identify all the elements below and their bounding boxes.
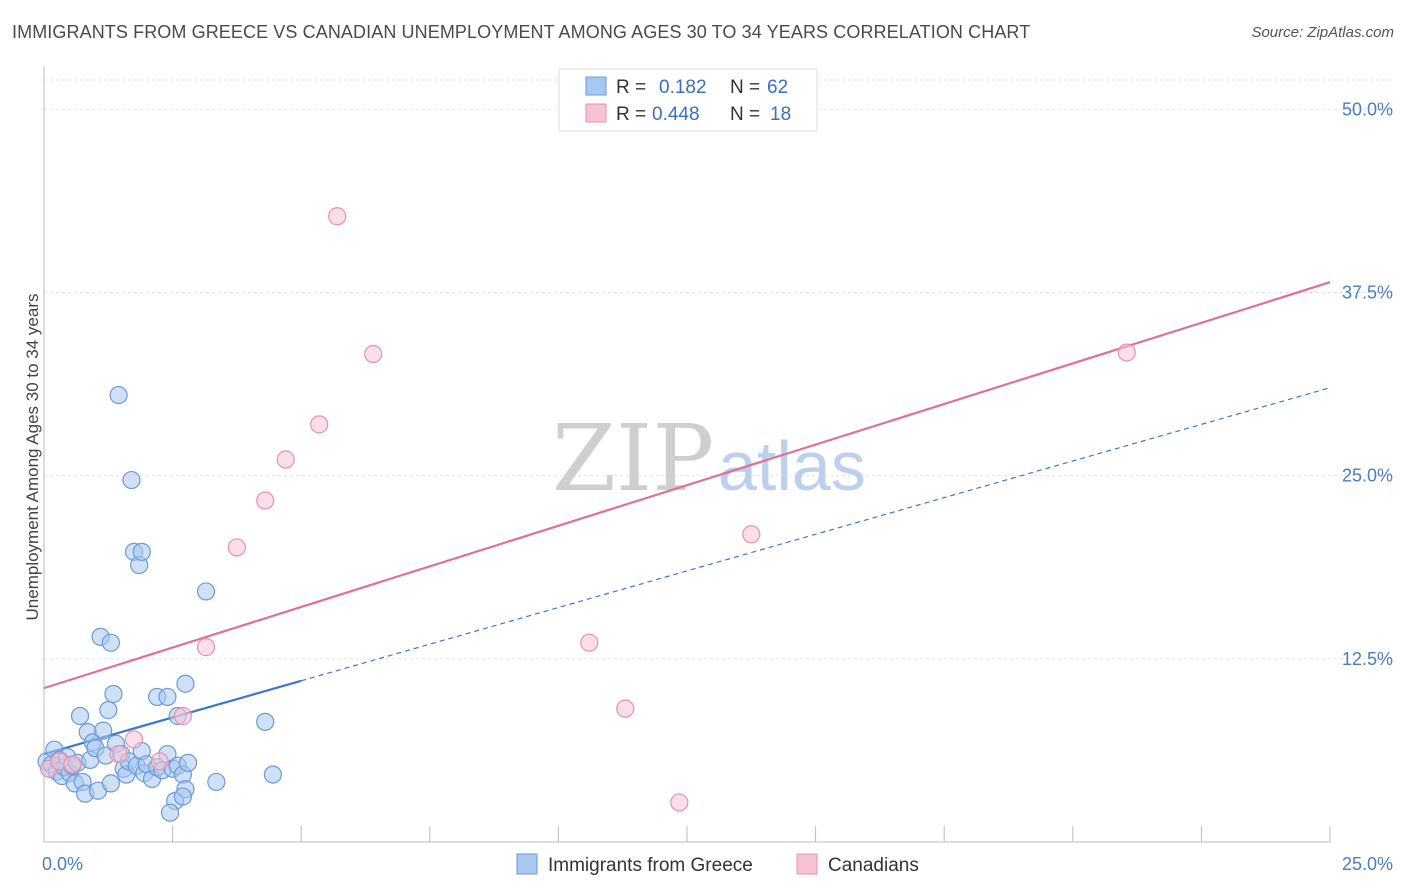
point-canadians-10 [276, 450, 295, 469]
legend-swatch-pink [585, 103, 607, 123]
x-tick-label-0: 0.0% [42, 854, 83, 874]
bottom-legend-label-greece: Immigrants from Greece [548, 855, 753, 876]
chart-title: IMMIGRANTS FROM GREECE VS CANADIAN UNEMP… [12, 22, 1031, 42]
point-canadians-11 [310, 415, 329, 434]
point-greece-39 [132, 542, 151, 561]
point-canadians-14 [580, 633, 599, 652]
point-canadians-9 [256, 491, 275, 510]
x-tick-labels: 0.0% 25.0% [42, 854, 1393, 874]
point-greece-24 [99, 701, 118, 720]
trend-lines [43, 281, 1331, 756]
point-canadians-5 [150, 752, 169, 771]
y-tick-label-2: 37.5% [1342, 282, 1393, 302]
point-greece-34 [122, 470, 141, 490]
point-greece-22 [94, 721, 113, 740]
point-greece-29 [109, 385, 128, 405]
axes [43, 66, 1331, 843]
point-greece-25 [101, 774, 120, 793]
legend-n-value-pink: 18 [770, 104, 791, 125]
point-greece-61 [173, 787, 192, 806]
legend-r-value-pink: 0.448 [652, 104, 700, 125]
point-greece-58 [207, 772, 226, 792]
point-canadians-15 [616, 699, 635, 718]
trend-line-greece-dashed [301, 387, 1331, 682]
bottom-legend-swatch-canadians [796, 853, 818, 875]
point-canadians-2 [63, 755, 82, 774]
x-tick-label-1: 25.0% [1342, 854, 1393, 874]
point-greece-26 [101, 633, 120, 652]
source-label: Source: ZipAtlas.com [1251, 24, 1394, 41]
trend-line-canadians [43, 281, 1331, 690]
correlation-legend: R = 0.182 N = 62 R = 0.448 N = 18 [558, 68, 818, 132]
legend-n-label-pink: N = [730, 104, 760, 125]
point-canadians-4 [124, 730, 144, 749]
watermark-zip: ZIP [552, 405, 714, 512]
point-canadians-18 [1117, 343, 1136, 362]
point-greece-53 [176, 674, 195, 693]
legend-r-value-blue: 0.182 [659, 77, 707, 98]
legend-r-label-pink: R = [616, 104, 646, 125]
y-tick-label-0: 12.5% [1342, 649, 1393, 669]
bottom-legend-swatch-greece [516, 853, 538, 875]
point-greece-13 [70, 706, 90, 726]
point-greece-27 [104, 684, 123, 704]
y-tick-label-1: 25.0% [1342, 466, 1393, 486]
y-tick-label-3: 50.0% [1342, 99, 1393, 119]
point-canadians-7 [196, 638, 216, 657]
point-greece-51 [158, 687, 177, 707]
point-canadians-13 [364, 344, 383, 364]
y-axis-label: Unemployment Among Ages 30 to 34 years [23, 294, 42, 621]
gridlines [44, 79, 1392, 660]
point-canadians-8 [227, 538, 246, 557]
legend-r-label-blue: R = [616, 77, 646, 98]
point-greece-60 [263, 765, 283, 784]
legend-n-label-blue: N = [730, 77, 760, 98]
point-canadians-16 [670, 793, 689, 812]
point-canadians-17 [742, 525, 761, 544]
point-greece-57 [196, 582, 216, 601]
legend-n-value-blue: 62 [767, 77, 788, 98]
watermark-atlas: atlas [718, 427, 866, 505]
legend-swatch-blue [585, 76, 607, 96]
point-canadians-12 [328, 207, 347, 226]
bottom-legend-label-canadians: Canadians [828, 855, 919, 876]
point-greece-49 [178, 753, 198, 772]
point-canadians-3 [109, 744, 128, 764]
point-canadians-6 [173, 706, 192, 726]
data-points [37, 207, 1136, 822]
point-greece-59 [256, 712, 275, 731]
point-greece-55 [160, 803, 180, 822]
y-tick-labels: 12.5% 25.0% 37.5% 50.0% [1342, 99, 1393, 669]
series-legend: Immigrants from Greece Canadians [516, 853, 919, 876]
